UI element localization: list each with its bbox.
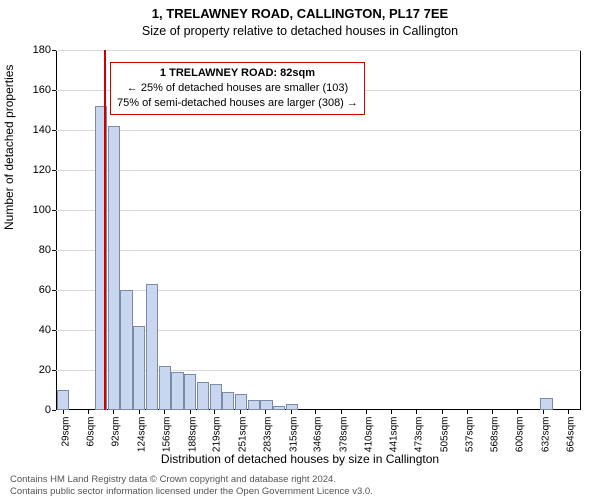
- histogram-bar: [184, 374, 196, 410]
- chart-subtitle: Size of property relative to detached ho…: [0, 24, 600, 38]
- plot-area: 02040608010012014016018029sqm60sqm92sqm1…: [56, 50, 581, 410]
- ytick-mark: [52, 290, 56, 291]
- histogram-bar: [260, 400, 272, 410]
- xtick-mark: [164, 410, 165, 414]
- xtick-mark: [88, 410, 89, 414]
- chart-title-address: 1, TRELAWNEY ROAD, CALLINGTON, PL17 7EE: [0, 6, 600, 21]
- annotation-box: 1 TRELAWNEY ROAD: 82sqm← 25% of detached…: [110, 62, 365, 115]
- ytick-mark: [52, 170, 56, 171]
- xtick-mark: [265, 410, 266, 414]
- gridline: [56, 130, 581, 131]
- ytick-mark: [52, 250, 56, 251]
- ytick-mark: [52, 210, 56, 211]
- xtick-mark: [139, 410, 140, 414]
- xtick-mark: [442, 410, 443, 414]
- annotation-line: 1 TRELAWNEY ROAD: 82sqm: [117, 66, 358, 81]
- xtick-mark: [391, 410, 392, 414]
- ytick-mark: [52, 50, 56, 51]
- property-marker-line: [104, 50, 106, 410]
- histogram-bar: [248, 400, 260, 410]
- ytick-label: 60: [21, 284, 51, 296]
- ytick-label: 180: [21, 44, 51, 56]
- histogram-bar: [286, 404, 298, 410]
- plot-border: [580, 50, 581, 410]
- histogram-bar: [273, 406, 285, 410]
- x-axis-label: Distribution of detached houses by size …: [0, 452, 600, 466]
- ytick-label: 40: [21, 324, 51, 336]
- gridline: [56, 50, 581, 51]
- ytick-label: 160: [21, 84, 51, 96]
- chart-container: 1, TRELAWNEY ROAD, CALLINGTON, PL17 7EE …: [0, 0, 600, 500]
- annotation-line: 75% of semi-detached houses are larger (…: [117, 96, 358, 111]
- xtick-mark: [568, 410, 569, 414]
- ytick-label: 0: [21, 404, 51, 416]
- histogram-bar: [540, 398, 552, 410]
- histogram-bar: [159, 366, 171, 410]
- xtick-mark: [190, 410, 191, 414]
- footer-line: Contains HM Land Registry data © Crown c…: [10, 474, 373, 486]
- xtick-mark: [467, 410, 468, 414]
- ytick-label: 80: [21, 244, 51, 256]
- histogram-bar: [235, 394, 247, 410]
- y-axis: [56, 50, 57, 410]
- histogram-bar: [146, 284, 158, 410]
- ytick-mark: [52, 410, 56, 411]
- xtick-mark: [214, 410, 215, 414]
- xtick-mark: [416, 410, 417, 414]
- xtick-mark: [341, 410, 342, 414]
- histogram-bar: [120, 290, 132, 410]
- ytick-label: 100: [21, 204, 51, 216]
- histogram-bar: [133, 326, 145, 410]
- xtick-mark: [113, 410, 114, 414]
- ytick-label: 20: [21, 364, 51, 376]
- xtick-mark: [63, 410, 64, 414]
- xtick-mark: [543, 410, 544, 414]
- histogram-bar: [57, 390, 69, 410]
- footer-line: Contains public sector information licen…: [10, 486, 373, 498]
- ytick-mark: [52, 90, 56, 91]
- histogram-bar: [210, 384, 222, 410]
- histogram-bar: [171, 372, 183, 410]
- y-axis-label: Number of detached properties: [2, 65, 16, 230]
- xtick-mark: [492, 410, 493, 414]
- xtick-mark: [315, 410, 316, 414]
- histogram-bar: [108, 126, 120, 410]
- xtick-mark: [291, 410, 292, 414]
- gridline: [56, 250, 581, 251]
- xtick-mark: [517, 410, 518, 414]
- xtick-mark: [366, 410, 367, 414]
- histogram-bar: [222, 392, 234, 410]
- annotation-line: ← 25% of detached houses are smaller (10…: [117, 81, 358, 96]
- ytick-label: 140: [21, 124, 51, 136]
- ytick-mark: [52, 130, 56, 131]
- histogram-bar: [197, 382, 209, 410]
- attribution-footer: Contains HM Land Registry data © Crown c…: [10, 474, 373, 498]
- gridline: [56, 210, 581, 211]
- ytick-label: 120: [21, 164, 51, 176]
- gridline: [56, 170, 581, 171]
- gridline: [56, 290, 581, 291]
- ytick-mark: [52, 330, 56, 331]
- ytick-mark: [52, 370, 56, 371]
- xtick-mark: [240, 410, 241, 414]
